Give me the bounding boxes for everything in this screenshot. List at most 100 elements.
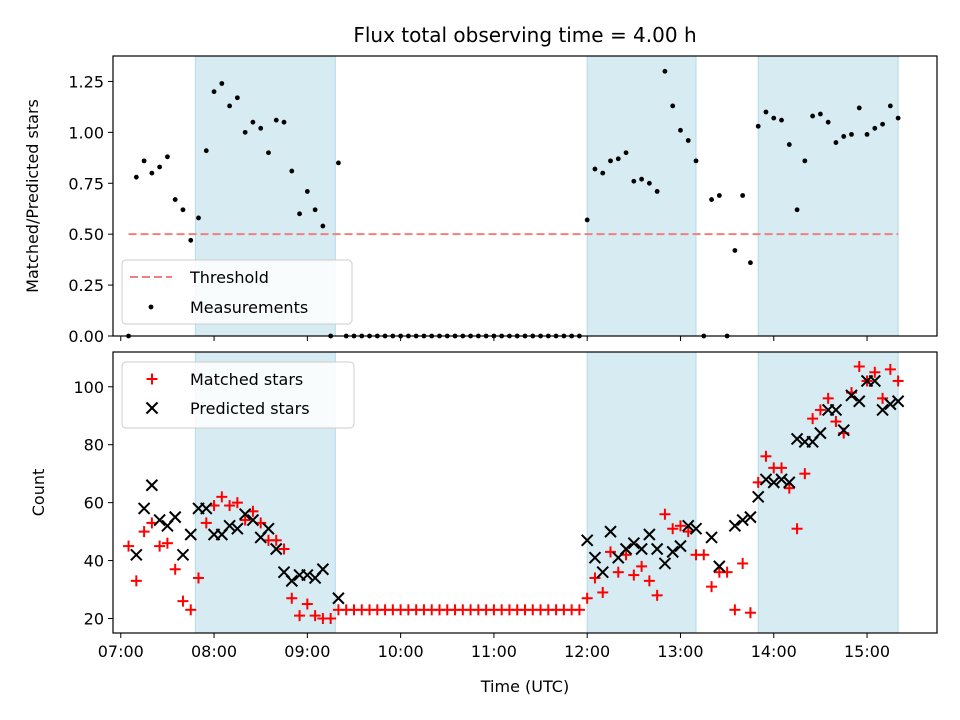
matched-star-point [892, 375, 904, 387]
measurement-point [786, 142, 792, 147]
measurement-point [165, 154, 170, 160]
predicted-star-point [316, 563, 330, 576]
bottom-legend: Matched stars Predicted stars [121, 361, 355, 429]
matched-star-point [161, 537, 173, 549]
predicted-star-point [200, 502, 213, 515]
x-tick-label: 09:00 [284, 642, 330, 661]
predicted-star-point [643, 528, 656, 541]
measurement-point [608, 158, 613, 164]
matched-star-point [325, 613, 337, 625]
predicted-star-point [301, 568, 314, 582]
shaded-interval-1-2 [586, 55, 697, 337]
matched-star-point [581, 592, 593, 604]
measurement-point [281, 119, 287, 125]
measurement-point [227, 103, 233, 109]
measurement-point [763, 109, 769, 115]
measurement-point [654, 189, 660, 194]
predicted-star-point [790, 432, 804, 446]
x-tick-label: 12:00 [564, 642, 610, 661]
measurement-point [180, 207, 186, 213]
legend-predicted-label: Predicted stars [190, 399, 310, 418]
top-y-tick-label: 0.50 [68, 225, 104, 244]
predicted-star-point [775, 473, 788, 486]
shaded-interval-1-3 [757, 55, 899, 337]
measurement-point [258, 125, 264, 131]
measurement-point [172, 197, 178, 202]
matched-star-point [130, 575, 142, 587]
measurement-point [849, 132, 854, 137]
measurement-point [895, 115, 901, 121]
predicted-star-point [759, 473, 773, 486]
measurement-point [312, 207, 318, 213]
matched-star-point [706, 581, 718, 593]
predicted-star-point [619, 542, 633, 556]
measurement-point [320, 223, 326, 229]
top-plot-frame [112, 55, 938, 337]
matched-star-point [799, 468, 811, 480]
bottom-y-tick-label: 40 [84, 552, 104, 571]
top-y-tick-label: 1.25 [68, 72, 104, 91]
measurement-point [266, 150, 271, 156]
matched-star-point [154, 540, 166, 552]
predicted-star-point [246, 513, 260, 527]
predicted-star-point [145, 479, 159, 492]
measurement-point [336, 160, 341, 166]
matched-star-point [294, 610, 306, 622]
predicted-star-point [713, 560, 726, 573]
predicted-star-point [674, 539, 687, 553]
predicted-star-point [270, 542, 283, 556]
predicted-star-point [744, 510, 757, 524]
predicted-star-point [853, 395, 866, 408]
predicted-star-point [588, 551, 602, 564]
predicted-star-point [767, 476, 780, 489]
matched-star-point [791, 523, 803, 535]
x-axis-label: Time (UTC) [480, 677, 569, 696]
measurement-point [219, 81, 225, 86]
measurement-point [794, 207, 800, 213]
measurement-point [592, 166, 598, 172]
measurement-point [203, 148, 209, 154]
predicted-star-point [666, 545, 679, 559]
measurement-point [748, 260, 753, 266]
matched-star-point [169, 563, 181, 575]
predicted-star-point [682, 519, 695, 533]
measurement-point [880, 121, 885, 127]
top-y-axis-label: Matched/Predicted stars [23, 99, 42, 293]
measurement-point [779, 117, 784, 123]
matched-star-point [216, 491, 228, 503]
matched-star-point [301, 598, 313, 610]
predicted-star-point [868, 374, 882, 388]
predicted-star-point [262, 522, 275, 535]
measurement-point [670, 103, 676, 109]
predicted-star-point [580, 534, 594, 547]
measurement-point [250, 119, 256, 125]
measurement-point [810, 113, 816, 119]
predicted-star-point [837, 424, 850, 437]
measurement-point [740, 193, 746, 198]
x-tick-label: 08:00 [191, 642, 237, 661]
matched-star-point [721, 566, 733, 578]
x-tick-label: 13:00 [657, 642, 703, 661]
bottom-y-axis-label: Count [29, 469, 48, 517]
predicted-star-point [604, 525, 617, 538]
predicted-star-point [705, 531, 718, 544]
measurement-point [600, 170, 606, 176]
x-tick-label: 14:00 [751, 642, 797, 661]
top-y-tick-label: 0.75 [68, 174, 104, 193]
matched-star-point [177, 595, 189, 607]
matched-star-point [239, 514, 251, 526]
matched-star-point [814, 404, 826, 416]
matched-star-point [278, 543, 290, 555]
predicted-star-point [876, 403, 889, 417]
predicted-star-point [176, 548, 190, 561]
matched-star-point [659, 508, 671, 520]
predicted-star-point [658, 557, 672, 570]
predicted-star-point [728, 519, 742, 533]
measurement-point [133, 174, 139, 180]
matched-star-point [185, 604, 197, 616]
measurement-point [693, 158, 699, 164]
predicted-star-point [884, 397, 897, 411]
bottom-plot-frame [112, 351, 938, 634]
matched-star-point [286, 592, 298, 604]
measurement-point [841, 134, 847, 139]
